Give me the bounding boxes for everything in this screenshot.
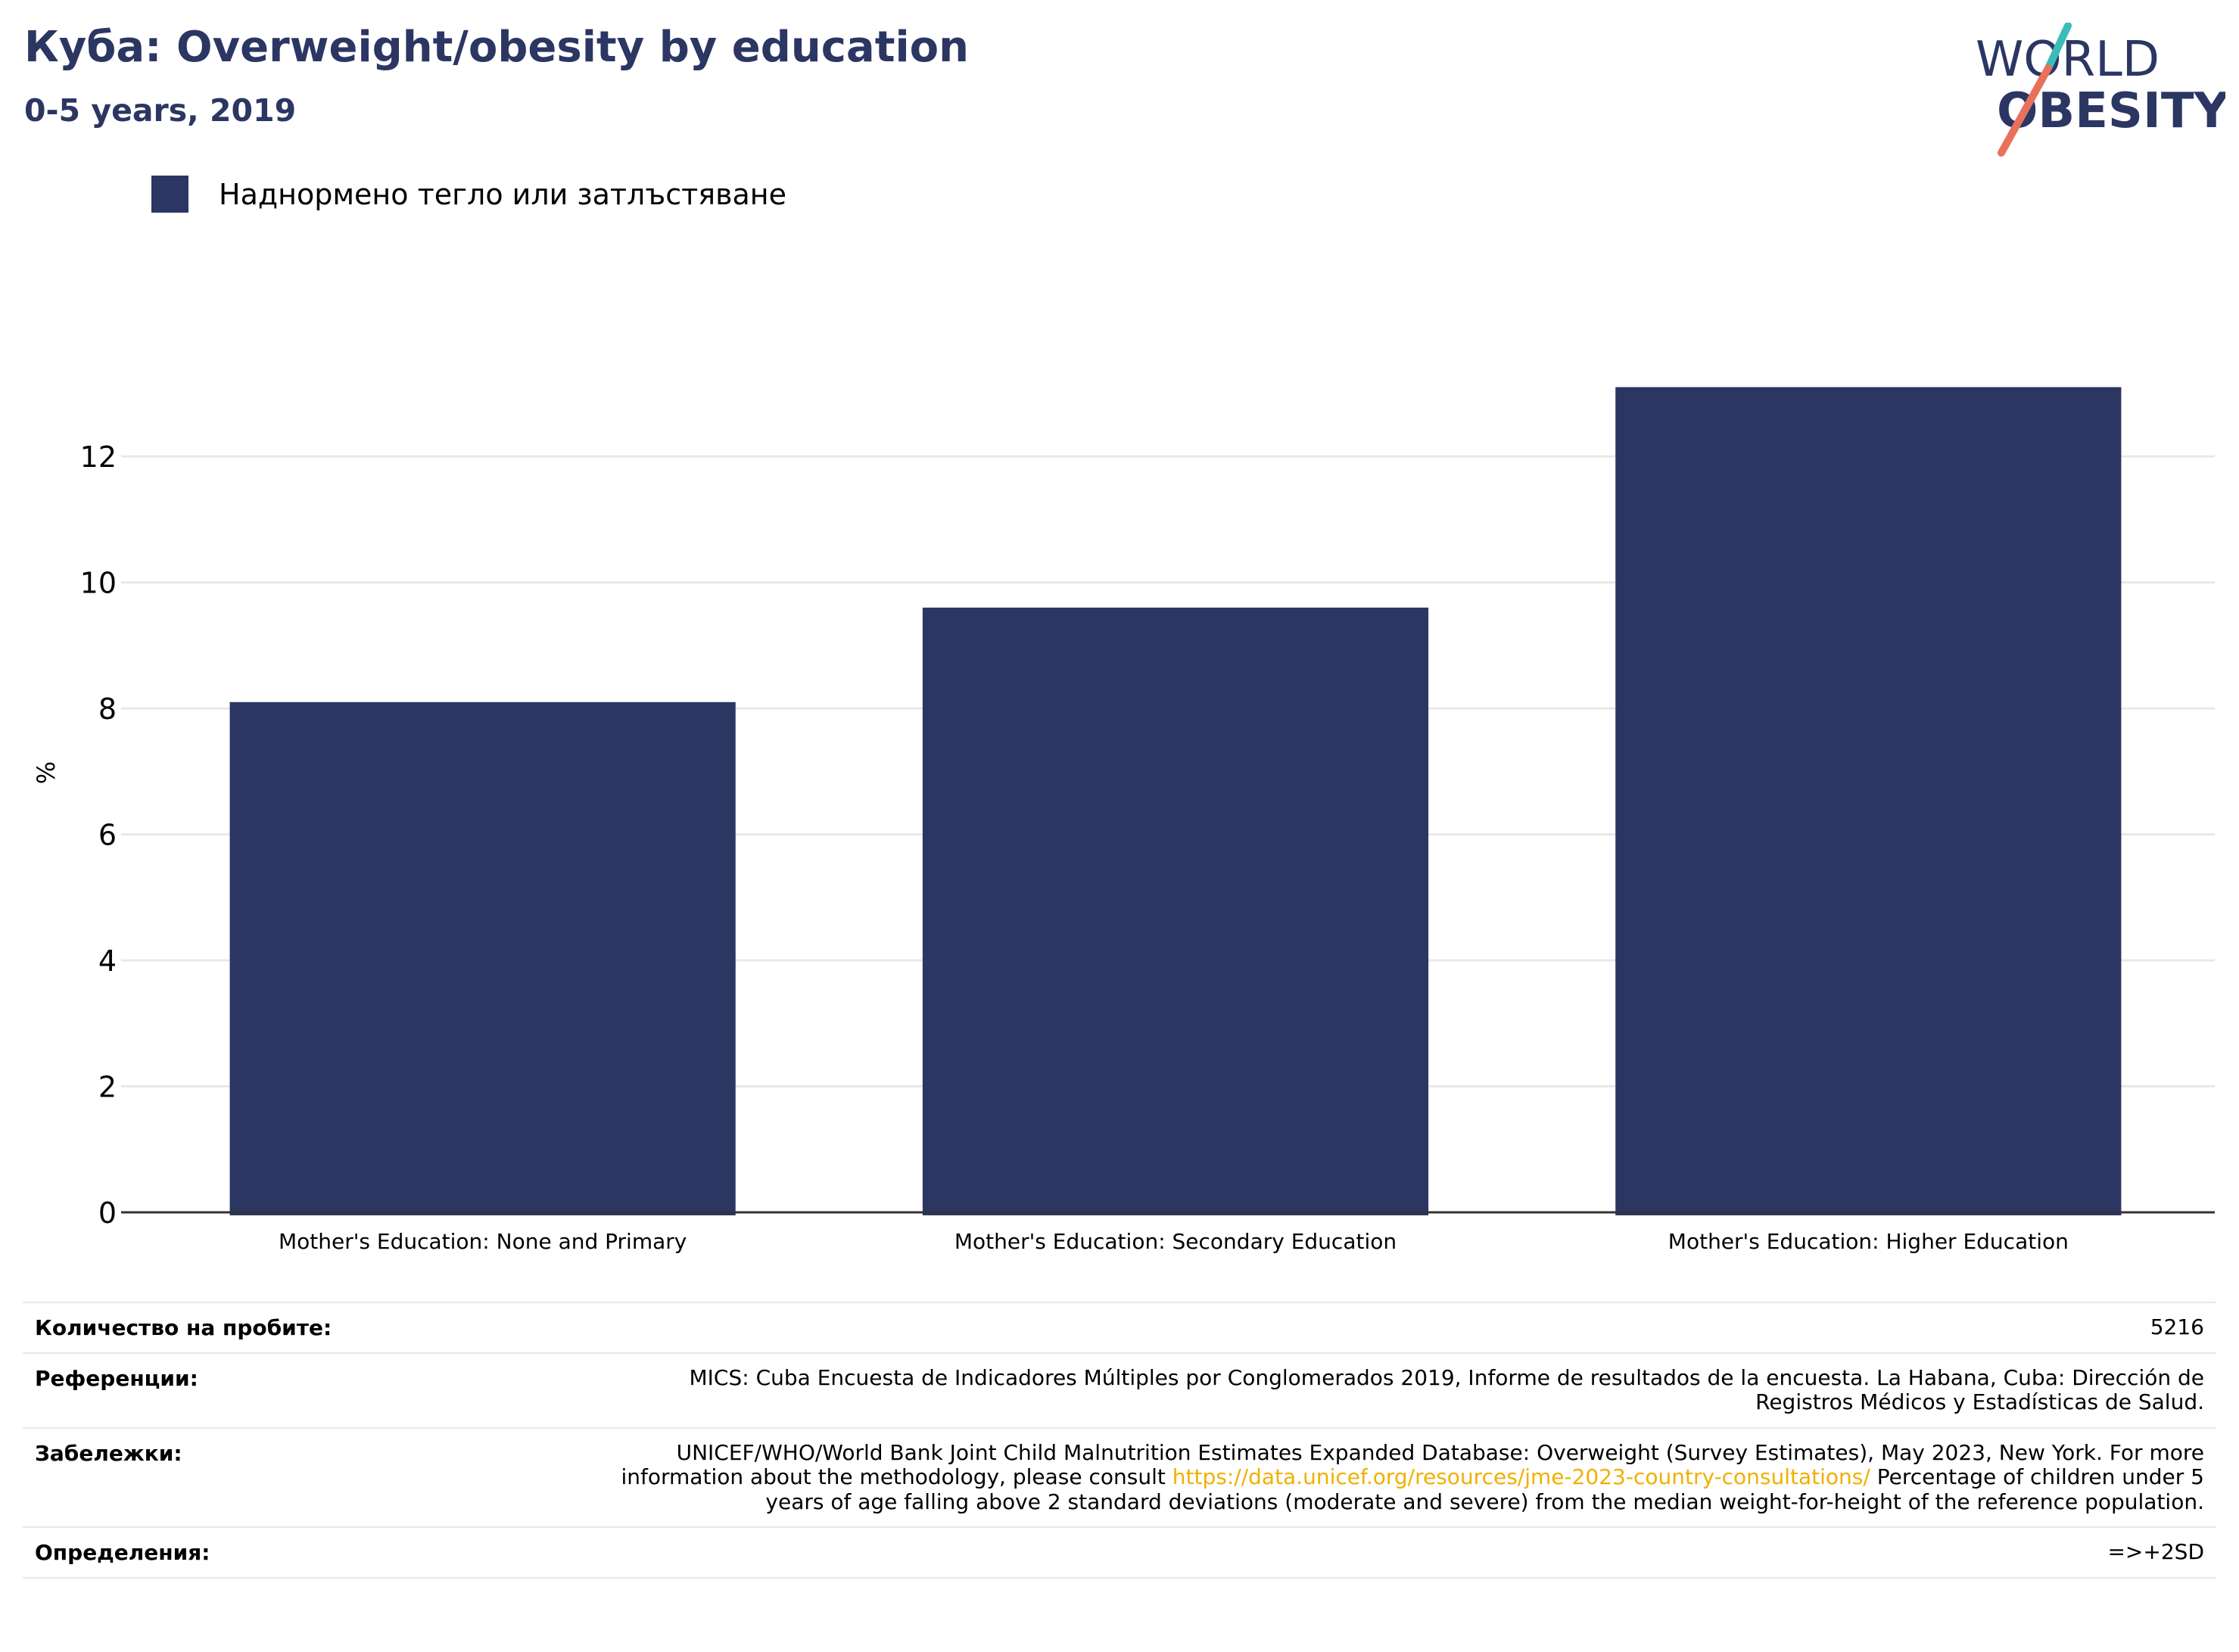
y-tick-label: 4: [98, 944, 117, 978]
references-label: Референции:: [35, 1366, 198, 1391]
definitions-label: Определения:: [35, 1540, 210, 1566]
info-table: Количество на пробите: 5216 Референции: …: [23, 1302, 2216, 1579]
y-tick-label: 10: [80, 567, 117, 600]
bar: [229, 702, 736, 1215]
page-subtitle: 0-5 years, 2019: [24, 92, 297, 129]
legend-label: Наднормено тегло или затлъстяване: [219, 177, 786, 211]
svg-text:WORLD: WORLD: [1976, 32, 2160, 88]
x-tick-label: Mother's Education: None and Primary: [279, 1229, 687, 1254]
x-tick-label: Mother's Education: Higher Education: [1668, 1229, 2069, 1254]
bar: [922, 607, 1429, 1215]
chart-legend: Наднормено тегло или затлъстяване: [151, 176, 786, 213]
references-row: Референции: MICS: Cuba Encuesta de Indic…: [23, 1352, 2216, 1427]
notes-label: Забележки:: [35, 1440, 182, 1466]
sample-size-row: Количество на пробите: 5216: [23, 1302, 2216, 1352]
bar: [1615, 387, 2122, 1216]
world-obesity-logo: WORLD OBESITY: [1976, 23, 2225, 157]
references-value: MICS: Cuba Encuesta de Indicadores Múlti…: [689, 1365, 2204, 1415]
definitions-row: Определения: =>+2SD: [23, 1526, 2216, 1579]
methodology-link[interactable]: https://data.unicef.org/resources/jme-20…: [1172, 1464, 1870, 1490]
sample-size-label: Количество на пробите:: [35, 1315, 332, 1340]
y-tick-label: 12: [80, 440, 117, 474]
legend-swatch: [151, 176, 188, 213]
x-tick-label: Mother's Education: Secondary Education: [954, 1229, 1397, 1254]
y-tick-label: 2: [98, 1071, 117, 1104]
y-axis-label: %: [32, 761, 61, 784]
bar-chart: 0 2 4 6 8 10 12 Mother's Education: None and Pr…: [32, 387, 2215, 1254]
sample-size-value: 5216: [2150, 1314, 2204, 1339]
y-tick-label: 6: [98, 819, 117, 852]
notes-text-continued: Percentage of children under 5 years of …: [765, 1464, 2204, 1514]
y-tick-label: 0: [98, 1196, 117, 1230]
definitions-value: =>+2SD: [2107, 1539, 2204, 1565]
notes-text: UNICEF/WHO/World Bank Joint Child Malnut…: [621, 1439, 2205, 1490]
y-tick-label: 8: [98, 692, 117, 726]
notes-value: UNICEF/WHO/World Bank Joint Child Malnut…: [615, 1439, 2205, 1514]
notes-row: Забележки: UNICEF/WHO/World Bank Joint C…: [23, 1426, 2216, 1526]
page-title: Куба: Overweight/obesity by education: [24, 23, 969, 72]
